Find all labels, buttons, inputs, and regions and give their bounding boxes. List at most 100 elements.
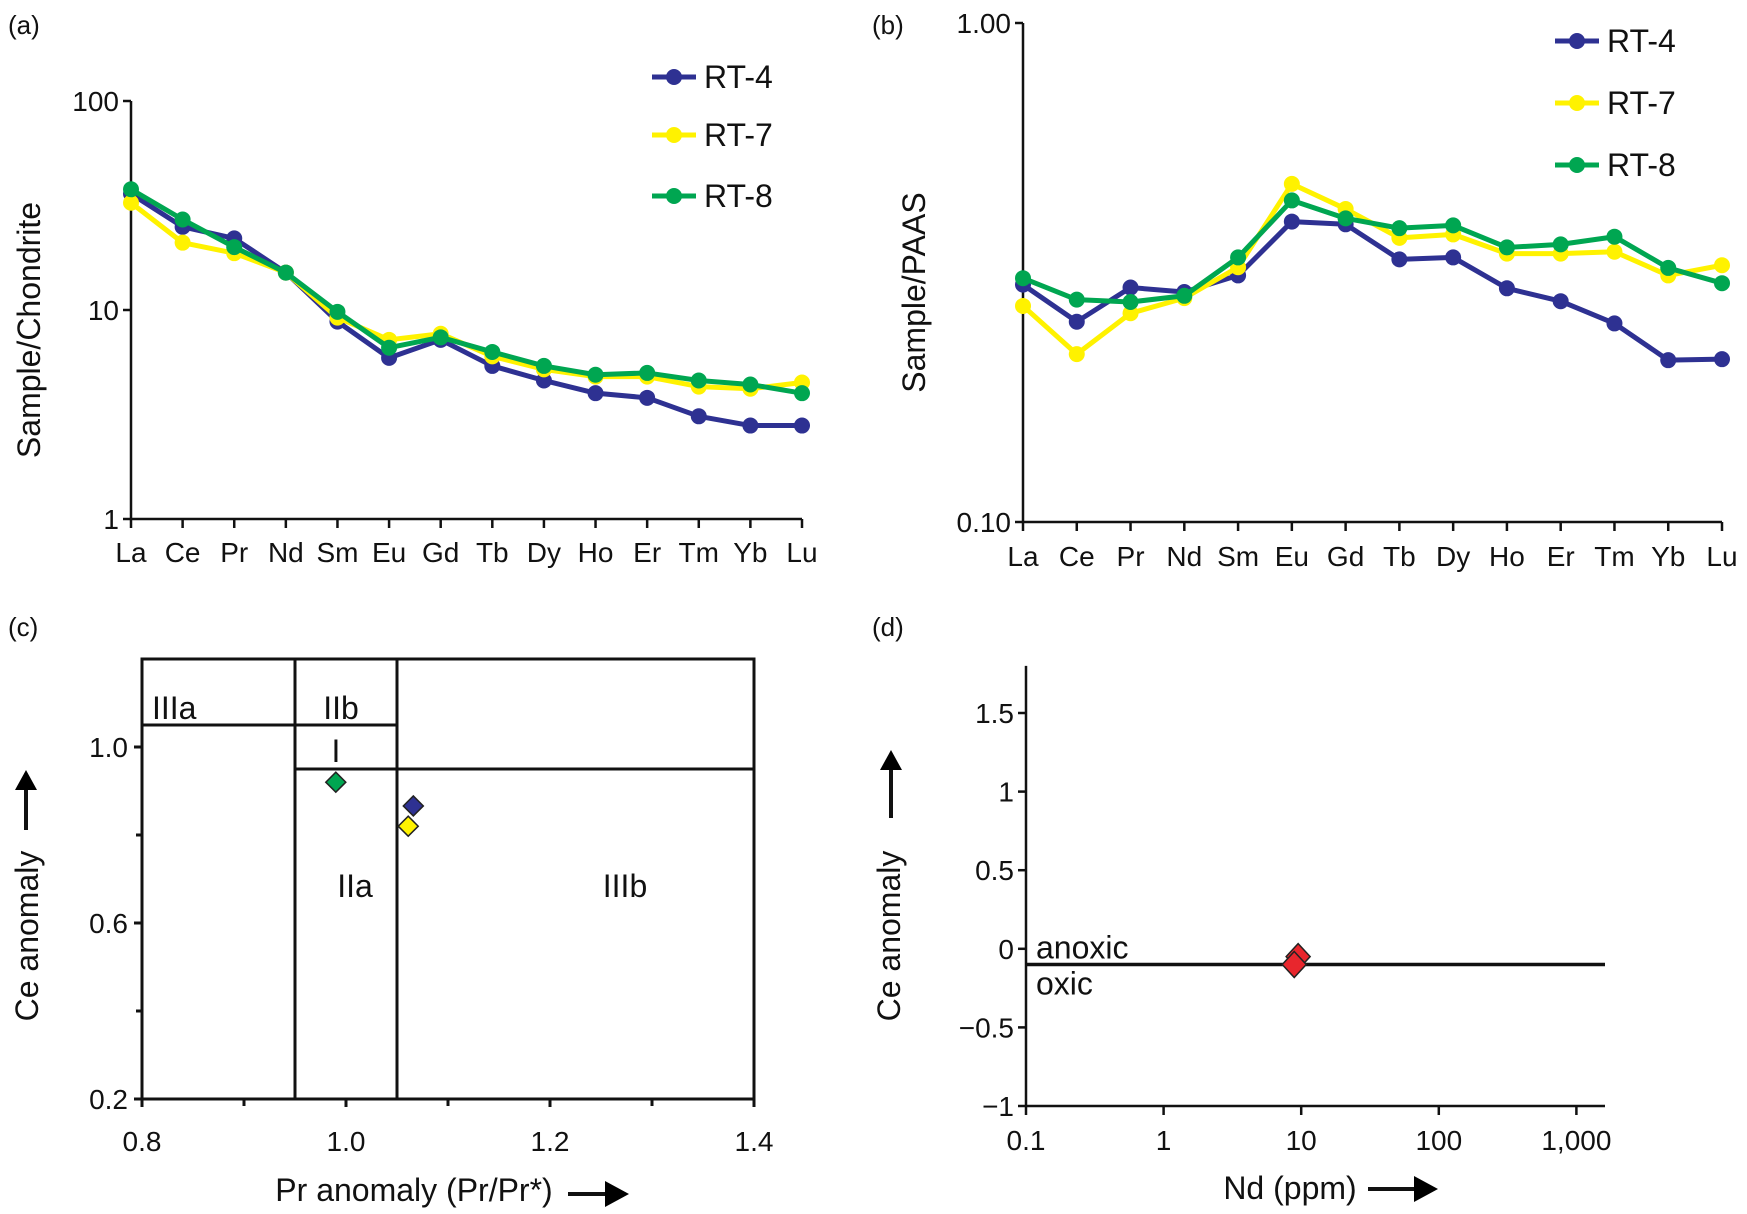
- data-point-RT-8: [587, 366, 604, 383]
- data-point-RT-4: [587, 385, 604, 402]
- data-point-RT-4: [1606, 315, 1623, 332]
- legend-label: RT-7: [1607, 85, 1676, 121]
- data-point-RT-8: [174, 211, 191, 228]
- x-tick-label: Gd: [422, 537, 459, 568]
- y-tick-label: 0.10: [957, 507, 1012, 538]
- data-point-RT-8: [1660, 259, 1677, 276]
- data-point-RT-8: [1552, 236, 1569, 253]
- data-point-RT-8: [1176, 287, 1193, 304]
- data-point-RT-8: [329, 303, 346, 320]
- data-point-RT-7: [1068, 346, 1085, 363]
- y-tick-label: 1.0: [89, 732, 128, 763]
- y-axis-arrow-head: [15, 770, 37, 790]
- legend-label: RT-7: [704, 117, 773, 153]
- x-tick-label: Ho: [1489, 541, 1525, 572]
- x-tick-label: 10: [1286, 1125, 1317, 1156]
- data-point-RT-8: [226, 239, 243, 256]
- x-tick-label: Lu: [1706, 541, 1737, 572]
- x-tick-label: 0.8: [123, 1126, 162, 1157]
- data-point-RT-8: [1498, 239, 1515, 256]
- x-tick-label: Ho: [578, 537, 614, 568]
- y-tick-label: 0.5: [975, 855, 1014, 886]
- data-point-RT-4: [535, 372, 552, 389]
- series-line-RT-8: [1022, 197, 1723, 305]
- data-point-RT-8: [1714, 275, 1730, 292]
- region-label-IIIa: IIIa: [152, 690, 197, 726]
- y-tick-label: 10: [88, 295, 119, 326]
- data-point-RT-4: [402, 794, 425, 818]
- x-tick-label: Er: [1547, 541, 1575, 572]
- x-axis-arrow-head: [605, 1181, 629, 1207]
- y-tick-label: 1.5: [975, 698, 1014, 729]
- data-point-RT-4: [1552, 293, 1569, 310]
- data-point: [1281, 950, 1308, 979]
- data-point-RT-8: [324, 771, 347, 794]
- data-point-RT-7: [1606, 243, 1623, 260]
- data-point-RT-7: [1283, 175, 1300, 192]
- data-point-RT-8: [1122, 293, 1139, 310]
- x-tick-label: Pr: [1117, 541, 1145, 572]
- x-tick-label: Yb: [1651, 541, 1685, 572]
- x-tick-label: Lu: [786, 537, 817, 568]
- y-tick-label: 1.00: [957, 8, 1012, 39]
- x-tick-label: 1.0: [327, 1126, 366, 1157]
- x-tick-label: Er: [633, 537, 661, 568]
- region-label-I: I: [332, 733, 341, 769]
- x-tick-label: Sm: [316, 537, 358, 568]
- y-tick-label: 100: [72, 86, 119, 117]
- data-point-RT-4: [1283, 213, 1300, 230]
- panel-label: (b): [872, 10, 904, 40]
- panel-label: (c): [8, 612, 38, 642]
- data-point-RT-8: [1391, 220, 1408, 237]
- x-axis-arrow-head: [1414, 1176, 1438, 1202]
- data-point-RT-8: [742, 376, 759, 393]
- x-axis-label: Nd (ppm): [1223, 1170, 1356, 1206]
- data-point-RT-8: [1445, 217, 1462, 234]
- legend-label: RT-4: [1607, 23, 1676, 59]
- x-tick-label: 1.4: [735, 1126, 774, 1157]
- region-label-IIb: IIb: [323, 690, 359, 726]
- series-line-RT-4: [129, 191, 802, 429]
- y-tick-label: −0.5: [959, 1012, 1014, 1043]
- x-tick-label: Tm: [679, 537, 719, 568]
- data-point-RT-8: [535, 357, 552, 374]
- data-point-RT-7: [1122, 305, 1139, 322]
- data-point-RT-8: [484, 343, 501, 360]
- data-point-RT-7: [397, 815, 420, 838]
- x-tick-label: Nd: [1166, 541, 1202, 572]
- data-point-RT-8: [1068, 291, 1085, 308]
- x-tick-label: Dy: [1436, 541, 1470, 572]
- y-tick-label: 0.6: [89, 908, 128, 939]
- data-point-RT-7: [1714, 257, 1730, 274]
- data-point-RT-4: [1391, 251, 1408, 268]
- x-axis-label: Pr anomaly (Pr/Pr*): [275, 1172, 552, 1208]
- data-point-RT-4: [1445, 249, 1462, 266]
- chart-panel-a: (a) 1 10 100 La Ce Pr Nd Sm Eu Gd Tb Dy Ho Er Tm Yb Lu Sam…: [8, 10, 818, 568]
- x-tick-label: La: [1007, 541, 1039, 572]
- data-point-RT-7: [123, 194, 139, 211]
- y-tick-label: 1: [998, 777, 1014, 808]
- data-point-RT-8: [794, 385, 810, 402]
- legend-marker-RT-4: [666, 69, 682, 85]
- annotation-oxic: oxic: [1036, 966, 1093, 1002]
- data-point-RT-4: [639, 389, 656, 406]
- data-point-RT-8: [123, 181, 139, 198]
- data-point-RT-4: [1660, 352, 1677, 369]
- x-tick-label: 1: [1156, 1125, 1172, 1156]
- x-tick-label: Yb: [733, 537, 767, 568]
- x-tick-label: Ce: [165, 537, 201, 568]
- y-axis-arrow-head: [880, 750, 902, 770]
- data-point-RT-8: [381, 339, 398, 356]
- annotation-anoxic: anoxic: [1036, 930, 1129, 966]
- legend-marker-RT-8: [1569, 157, 1585, 173]
- x-tick-label: Eu: [1275, 541, 1309, 572]
- data-point-RT-4: [1498, 280, 1515, 297]
- panel-label: (a): [8, 10, 40, 40]
- data-point-RT-8: [277, 264, 294, 281]
- data-point-RT-8: [1606, 228, 1623, 245]
- x-tick-label: 0.1: [1007, 1125, 1046, 1156]
- series-line-RT-8: [129, 187, 803, 396]
- legend-marker-RT-7: [666, 127, 682, 143]
